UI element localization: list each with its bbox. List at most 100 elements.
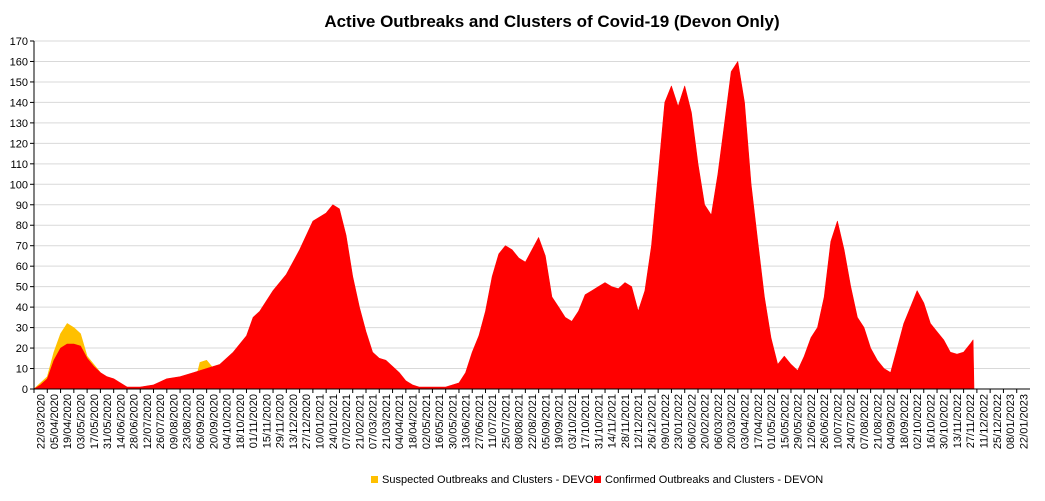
y-tick-label: 0 [22,384,28,396]
y-tick-label: 140 [10,97,28,109]
legend-swatch-confirmed [594,476,601,483]
x-tick-label: 19/04/2020 [62,394,74,449]
x-tick-label: 29/05/2022 [793,394,805,449]
axes-layer [33,41,1030,390]
x-tick-label: 10/07/2022 [832,394,844,449]
x-tick-label: 31/10/2021 [593,394,605,449]
x-tick-label: 17/05/2020 [89,394,101,449]
series-layer [33,61,975,390]
x-tick-label: 04/09/2022 [886,394,898,449]
x-tick-label: 21/08/2022 [872,394,884,449]
x-tick-label: 15/11/2020 [261,394,273,448]
x-tick-label: 24/01/2021 [328,394,340,449]
y-axis-ticks: 0 10 20 30 40 50 60 70 80 90 100 110 120 130 140 150 160… [10,36,34,396]
y-tick-label: 10 [16,364,28,376]
x-tick-label: 22/03/2020 [36,394,48,449]
y-tick-label: 160 [10,56,28,68]
x-tick-label: 13/11/2022 [952,394,964,448]
legend: Suspected Outbreaks and Clusters - DEVON… [371,474,823,486]
x-tick-label: 11/12/2022 [979,394,991,448]
x-tick-label: 25/12/2022 [992,394,1004,449]
x-tick-label: 02/05/2021 [421,394,433,449]
x-tick-label: 07/03/2021 [368,394,380,449]
x-tick-label: 29/11/2020 [275,394,287,448]
x-tick-label: 07/02/2021 [341,394,353,449]
x-tick-label: 23/01/2022 [673,394,685,449]
x-tick-label: 21/02/2021 [354,394,366,449]
x-tick-label: 11/07/2021 [487,394,499,448]
x-tick-label: 20/03/2022 [726,394,738,449]
x-tick-label: 18/04/2021 [408,394,420,449]
x-tick-label: 13/06/2021 [461,394,473,449]
x-tick-label: 01/05/2022 [766,394,778,449]
x-tick-label: 04/04/2021 [394,394,406,449]
x-tick-label: 20/02/2022 [700,394,712,449]
x-tick-label: 09/08/2020 [168,394,180,449]
x-tick-label: 26/12/2021 [647,394,659,449]
y-tick-label: 100 [10,179,28,191]
x-tick-label: 01/11/2020 [248,394,260,448]
y-tick-label: 70 [16,241,28,253]
y-tick-label: 90 [16,200,28,212]
x-tick-label: 08/01/2023 [1005,394,1017,449]
y-tick-label: 50 [16,282,28,294]
x-tick-label: 06/03/2022 [713,394,725,449]
y-tick-label: 120 [10,138,28,150]
legend-label-suspected: Suspected Outbreaks and Clusters - DEVON [382,474,602,486]
x-axis-ticks: 22/03/2020 05/04/2020 19/04/2020 03/05/2020… [33,389,1030,449]
series-area-confirmed [33,61,975,390]
x-tick-label: 18/09/2022 [899,394,911,449]
x-tick-label: 17/04/2022 [753,394,765,449]
x-tick-label: 27/12/2020 [301,394,313,449]
x-tick-label: 03/05/2020 [76,394,88,449]
y-tick-label: 130 [10,118,28,130]
x-tick-label: 27/11/2022 [965,394,977,448]
legend-label-confirmed: Confirmed Outbreaks and Clusters - DEVON [605,474,823,486]
x-tick-label: 22/01/2023 [1018,394,1030,449]
x-tick-label: 26/06/2022 [819,394,831,449]
x-tick-label: 16/05/2021 [434,394,446,449]
x-tick-label: 31/05/2020 [102,394,114,449]
x-tick-label: 27/06/2021 [474,394,486,449]
x-tick-label: 28/06/2020 [129,394,141,449]
x-tick-label: 15/05/2022 [779,394,791,449]
x-tick-label: 03/10/2021 [567,394,579,449]
y-tick-label: 170 [10,36,28,48]
x-tick-label: 21/03/2021 [381,394,393,449]
x-tick-label: 14/06/2020 [115,394,127,449]
x-tick-label: 13/12/2020 [288,394,300,449]
x-tick-label: 23/08/2020 [182,394,194,449]
x-tick-label: 24/07/2022 [846,394,858,449]
x-tick-label: 10/01/2021 [315,394,327,449]
legend-swatch-suspected [371,476,378,483]
x-tick-label: 05/04/2020 [49,394,61,449]
x-tick-label: 20/09/2020 [208,394,220,449]
y-tick-label: 80 [16,220,28,232]
x-tick-label: 12/06/2022 [806,394,818,449]
x-tick-label: 12/07/2020 [142,394,154,449]
x-tick-label: 28/11/2021 [620,394,632,448]
x-tick-label: 19/09/2021 [554,394,566,449]
gridlines [34,40,1030,370]
x-tick-label: 12/12/2021 [633,394,645,449]
x-tick-label: 22/08/2021 [527,394,539,449]
y-tick-label: 110 [10,159,28,171]
x-tick-label: 09/01/2022 [660,394,672,449]
x-tick-label: 17/10/2021 [580,394,592,449]
x-tick-label: 08/08/2021 [514,394,526,449]
x-tick-label: 14/11/2021 [607,394,619,448]
y-tick-label: 20 [16,343,28,355]
y-tick-label: 150 [10,77,28,89]
x-tick-label: 02/10/2022 [912,394,924,449]
y-tick-label: 40 [16,302,28,314]
x-tick-label: 04/10/2020 [222,394,234,449]
chart-title: Active Outbreaks and Clusters of Covid-1… [324,12,779,31]
x-tick-label: 30/05/2021 [447,394,459,449]
x-tick-label: 30/10/2022 [939,394,951,449]
x-tick-label: 06/02/2022 [686,394,698,449]
x-tick-label: 03/04/2022 [740,394,752,449]
x-tick-label: 06/09/2020 [195,394,207,449]
x-tick-label: 25/07/2021 [500,394,512,449]
